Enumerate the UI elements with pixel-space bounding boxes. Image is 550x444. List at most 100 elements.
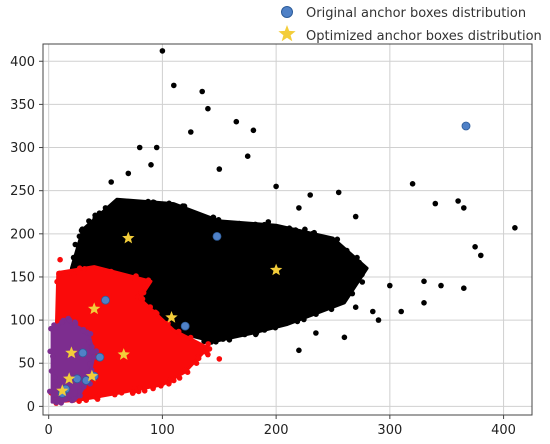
cluster-point-purple — [87, 361, 93, 367]
y-tick-label: 0 — [27, 400, 35, 415]
cluster-point-red — [176, 375, 183, 381]
cluster-point-purple — [80, 328, 87, 334]
cluster-point-black — [102, 205, 109, 211]
cluster-point-black — [244, 153, 251, 159]
optimized-anchor-point — [269, 263, 283, 276]
original-anchor-point — [72, 374, 82, 384]
cluster-point-black — [309, 230, 316, 237]
cluster-point-black — [226, 337, 233, 343]
cluster-point-black — [335, 189, 342, 196]
cluster-point-black — [375, 317, 382, 323]
cluster-point-black — [478, 252, 484, 259]
cluster-point-red — [56, 271, 62, 277]
cluster-point-purple — [52, 379, 58, 385]
cluster-point-red — [206, 346, 213, 352]
cluster-point-red — [193, 360, 200, 367]
cluster-point-black — [199, 88, 205, 95]
cluster-point-red — [182, 367, 188, 373]
legend: Original anchor boxes distribution Optim… — [278, 6, 542, 44]
cluster-point-black — [136, 144, 143, 151]
cluster-point-red — [205, 341, 211, 347]
legend-marker-optimized — [278, 25, 296, 42]
optimized-anchor-point — [56, 384, 69, 397]
cluster-point-black — [261, 221, 268, 228]
cluster-point-black — [273, 183, 279, 190]
cluster-point-black — [241, 331, 248, 338]
cluster-point-black — [210, 214, 217, 221]
original-anchor-point — [212, 231, 222, 241]
original-anchor-point — [180, 321, 190, 331]
x-tick-label: 400 — [491, 423, 516, 438]
cluster-point-red — [130, 389, 136, 395]
cluster-point-red — [142, 284, 148, 291]
cluster-point-black — [148, 162, 154, 168]
cluster-point-black — [201, 338, 207, 345]
cluster-point-black — [330, 248, 336, 254]
optimized-anchor-point — [122, 231, 135, 244]
cluster-point-red — [54, 278, 60, 285]
cluster-point-purple — [89, 348, 95, 355]
cluster-point-purple — [48, 325, 54, 332]
cluster-point-purple — [59, 319, 65, 326]
cluster-point-red — [147, 304, 153, 310]
cluster-point-black — [349, 290, 356, 297]
cluster-point-black — [354, 274, 361, 280]
cluster-point-purple — [77, 392, 83, 399]
cluster-point-purple — [50, 353, 56, 360]
cluster-point-purple — [66, 317, 73, 324]
x-tick-label: 100 — [150, 423, 175, 438]
cluster-point-red — [112, 272, 119, 279]
cluster-point-black — [153, 144, 160, 151]
y-tick-label: 350 — [10, 98, 35, 113]
cluster-point-red — [216, 356, 223, 362]
cluster-point-purple — [91, 354, 97, 361]
cluster-point-black — [302, 226, 308, 233]
cluster-layer — [47, 48, 518, 406]
legend-marker-original — [281, 6, 293, 18]
cluster-point-black — [86, 218, 92, 224]
cluster-point-purple — [86, 339, 92, 345]
cluster-point-purple — [52, 374, 58, 381]
cluster-point-black — [512, 225, 518, 231]
cluster-point-black — [215, 217, 221, 224]
cluster-point-red — [81, 266, 88, 272]
optimized-anchor-point — [85, 369, 99, 382]
cluster-point-black — [307, 192, 314, 198]
cluster-point-black — [313, 311, 319, 318]
cluster-point-black — [293, 228, 299, 234]
cluster-point-black — [461, 285, 467, 292]
axes — [39, 43, 533, 419]
cluster-point-black — [111, 200, 118, 207]
cluster-point-black — [432, 200, 439, 207]
x-tick-label: 0 — [45, 423, 53, 438]
cluster-point-purple — [48, 368, 55, 374]
legend-item-original: Original anchor boxes distribution — [281, 6, 526, 21]
cluster-point-red — [145, 277, 152, 284]
original-anchor-point — [78, 348, 88, 358]
cluster-point-black — [340, 249, 347, 255]
cluster-point-red — [112, 391, 118, 398]
cluster-point-black — [354, 254, 360, 261]
cluster-point-red — [187, 334, 194, 341]
cluster-point-black — [318, 274, 325, 280]
series-optimized — [56, 231, 283, 397]
cluster-point-purple — [52, 324, 59, 331]
cluster-point-black — [181, 203, 188, 209]
cluster-point-black — [250, 127, 257, 134]
cluster-point-red — [152, 309, 159, 316]
cluster-point-black — [296, 205, 302, 211]
plot-frame — [42, 43, 533, 416]
cluster-point-red — [103, 268, 110, 275]
cluster-point-red — [94, 396, 101, 402]
cluster-point-black — [313, 330, 319, 336]
cluster-point-red — [67, 270, 74, 276]
cluster-point-red — [141, 388, 148, 394]
cluster-point-red — [108, 268, 114, 275]
cluster-point-black — [159, 48, 166, 54]
cluster-point-purple — [47, 348, 53, 355]
legend-item-optimized: Optimized anchor boxes distribution — [278, 25, 542, 44]
cluster-point-black — [286, 225, 293, 231]
cluster-point-red — [138, 294, 144, 301]
cluster-point-purple — [88, 367, 95, 373]
x-tick-label: 200 — [264, 423, 289, 438]
